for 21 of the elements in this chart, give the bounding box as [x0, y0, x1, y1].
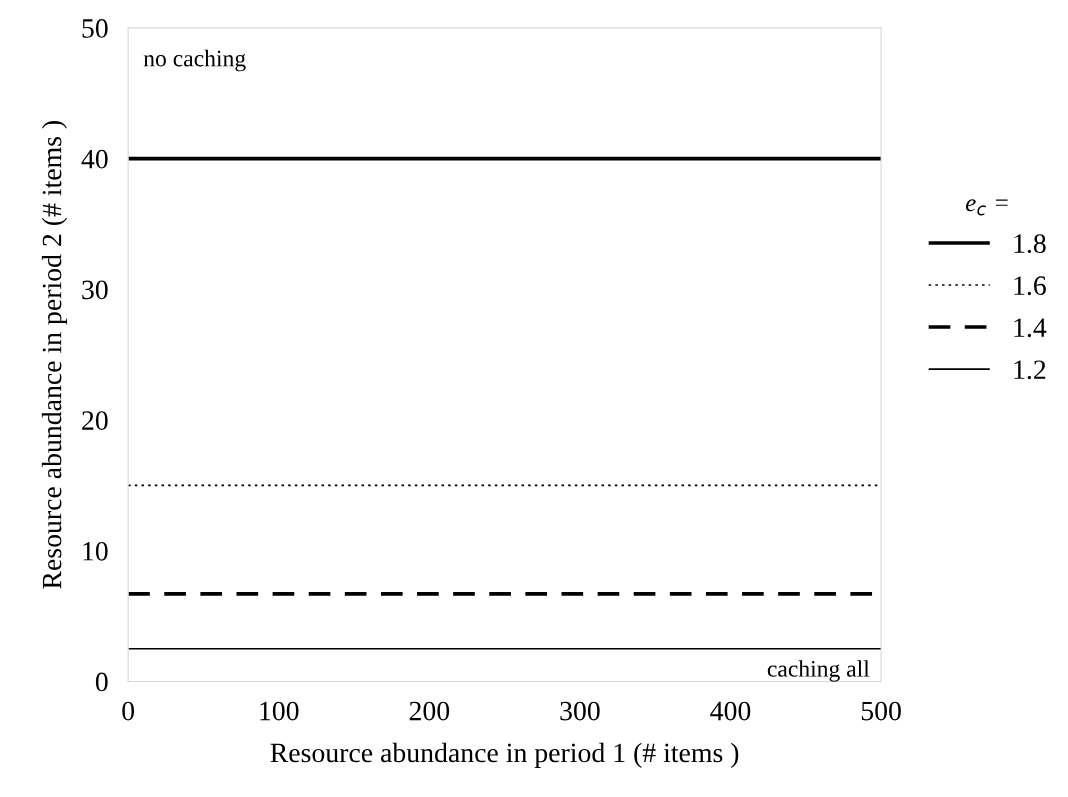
legend-label: 1.6	[1014, 276, 1046, 296]
y-tick-label: 0	[95, 672, 108, 692]
x-tick-label: 500	[861, 701, 901, 721]
y-tick-label: 20	[82, 411, 108, 430]
x-tick-label: 100	[260, 701, 299, 721]
y-tick-label: 30	[82, 280, 108, 300]
annotation: caching all	[767, 660, 870, 682]
legend-title: e$_{c}$ =	[965, 199, 1008, 216]
x-tick-label: 300	[560, 701, 600, 721]
legend-label: 1.2	[1014, 360, 1046, 380]
x-axis-title: Resource abundance in period 1 (# items )	[270, 742, 739, 768]
y-tick-label: 50	[82, 19, 108, 38]
x-tick-label: 0	[122, 701, 135, 721]
legend-label: 1.4	[1014, 318, 1047, 338]
annotation: no caching	[143, 49, 246, 72]
y-tick-label: 40	[81, 149, 108, 169]
y-tick-label: 10	[83, 541, 108, 561]
x-tick-label: 200	[409, 701, 450, 721]
x-tick-label: 400	[710, 701, 751, 721]
y-axis-title: Resource abundance in period 2 (# items )	[41, 121, 68, 589]
legend-label: 1.8	[1014, 234, 1046, 254]
